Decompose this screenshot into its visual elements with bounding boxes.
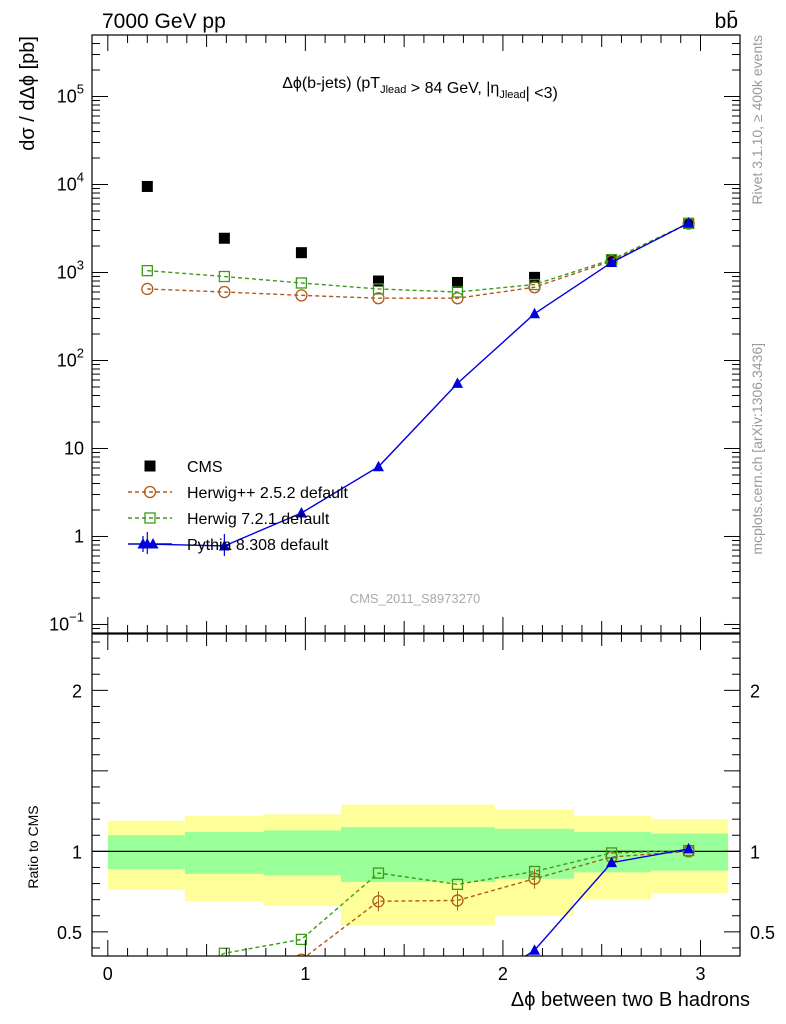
data-point-cms [451, 276, 463, 288]
data-point-herwig-2-5-2-default [141, 282, 154, 296]
ratio-point-herwig-2-5-2-default [528, 872, 541, 885]
ratio-ytick-label-right: 2 [750, 681, 760, 701]
data-point-cms [141, 180, 153, 192]
legend-label-pythia-8-308-default: Pythia 8.308 default [187, 537, 329, 554]
data-point-herwig-7-2-1-default [451, 286, 464, 298]
ratio-line-herwig-2-5-2-default [305, 850, 689, 956]
chart-title: Δϕ(b-jets) (pTJlead > 84 GeV, |ηJlead| <… [282, 75, 558, 102]
main-ytick-label: 103 [57, 257, 84, 282]
main-ytick-label: 105 [57, 82, 84, 107]
data-point-pythia-8-308-default [372, 460, 384, 472]
ratio-line-herwig-7-2-1-default [217, 849, 689, 956]
ratio-ylabel: Ratio to CMS [25, 805, 41, 888]
series-line-herwig-2-5-2-default [147, 222, 689, 299]
ratio-series-pythia-8-308-default [524, 842, 695, 956]
main-ytick-label: 1 [74, 526, 84, 546]
energy-label: 7000 GeV pp [102, 10, 226, 33]
ratio-point-herwig-7-2-1-default [218, 947, 231, 956]
uncertainty-band-green [263, 830, 341, 876]
series-line-herwig-7-2-1-default [147, 222, 689, 293]
ratio-ytick-label-left: 0.5 [57, 923, 82, 943]
data-point-herwig-2-5-2-default [218, 285, 231, 299]
series-pythia-8-308-default [141, 217, 695, 556]
main-ytick-label: 10 [64, 438, 84, 458]
uncertainty-band-green [417, 827, 496, 882]
main-ytick-label: 102 [57, 345, 84, 370]
data-point-herwig-2-5-2-default [295, 289, 308, 302]
ratio-point-herwig-2-5-2-default [451, 894, 464, 907]
ratio-frame [91, 633, 741, 957]
data-point-herwig-2-5-2-default [372, 292, 385, 305]
ratio-point-herwig-2-5-2-default [296, 953, 307, 956]
data-point-cms [372, 275, 384, 287]
data-point-cms [295, 247, 307, 259]
ratio-point-herwig-2-5-2-default [372, 895, 385, 908]
x-tick-label: 3 [695, 964, 705, 984]
x-tick-label: 1 [300, 964, 310, 984]
x-tick-label: 2 [498, 964, 508, 984]
data-point-pythia-8-308-default [606, 256, 618, 267]
rivet-version-label: Rivet 3.1.10, ≥ 400k events [749, 35, 765, 205]
data-point-herwig-7-2-1-default [141, 264, 153, 277]
data-point-pythia-8-308-default [529, 307, 541, 319]
main-ylabel: dσ / dΔϕ [pb] [17, 36, 39, 151]
ratio-point-pythia-8-308-default [606, 856, 618, 868]
data-point-herwig-7-2-1-default [372, 283, 385, 295]
mcplots-source-label: mcplots.cern.ch [arXiv:1306.3436] [749, 343, 765, 555]
main-ytick-label: 10−1 [49, 609, 84, 634]
legend: CMS Herwig++ 2.5.2 default Herwig 7.2.1 de… [128, 459, 349, 554]
x-axis-label: Δϕ between two B hadrons [511, 989, 750, 1011]
analysis-watermark: CMS_2011_S8973270 [350, 591, 481, 606]
ratio-panel: 2 2 1 1 0.5 0.5 0 1 2 3 Ratio to CMS Δϕ between t… [25, 633, 775, 1011]
ratio-line-pythia-8-308-default [524, 848, 689, 956]
x-tick-label: 0 [103, 964, 113, 984]
uncertainty-band-green [184, 832, 264, 874]
ratio-point-herwig-7-2-1-default [372, 867, 385, 879]
uncertainty-band-green [107, 835, 185, 870]
data-point-cms [529, 271, 541, 283]
data-point-pythia-8-308-default [451, 377, 463, 388]
main-ytick-label: 104 [57, 170, 84, 195]
data-point-herwig-7-2-1-default [218, 270, 231, 283]
legend-label-herwig-2-5-2-default: Herwig++ 2.5.2 default [187, 485, 349, 502]
ratio-series-herwig-7-2-1-default [217, 844, 695, 956]
data-point-herwig-7-2-1-default [295, 277, 308, 289]
legend-marker-herwig-2-5-2-default [143, 485, 157, 499]
legend-marker-pythia-8-308-default [147, 538, 159, 549]
legend-label-cms: CMS [187, 459, 223, 476]
data-point-pythia-8-308-default [295, 506, 307, 518]
ratio-ytick-label-left: 2 [72, 681, 82, 701]
data-point-pythia-8-308-default [683, 217, 695, 228]
ratio-ytick-label-left: 1 [72, 842, 82, 862]
data-point-cms [218, 232, 230, 244]
legend-label-herwig-7-2-1-default: Herwig 7.2.1 default [187, 511, 330, 528]
data-point-herwig-7-2-1-default [528, 278, 541, 291]
ratio-ytick-label-right: 1 [750, 842, 760, 862]
data-point-herwig-2-5-2-default [451, 292, 464, 305]
ratio-point-herwig-7-2-1-default [528, 865, 541, 878]
ratio-point-herwig-7-2-1-default [295, 933, 308, 946]
series-line-pythia-8-308-default [147, 222, 689, 547]
ratio-point-pythia-8-308-default [683, 842, 695, 854]
data-point-pythia-8-308-default [218, 539, 230, 551]
ratio-ytick-label-right: 0.5 [750, 923, 775, 943]
ratio-point-pythia-8-308-default [529, 944, 541, 955]
legend-marker-cms [144, 460, 156, 472]
legend-marker-herwig-7-2-1-default [144, 512, 156, 524]
legend-marker-pythia-8-308-default [137, 538, 149, 549]
process-label: bb̄ [715, 10, 738, 33]
ratio-point-herwig-7-2-1-default [451, 878, 464, 891]
